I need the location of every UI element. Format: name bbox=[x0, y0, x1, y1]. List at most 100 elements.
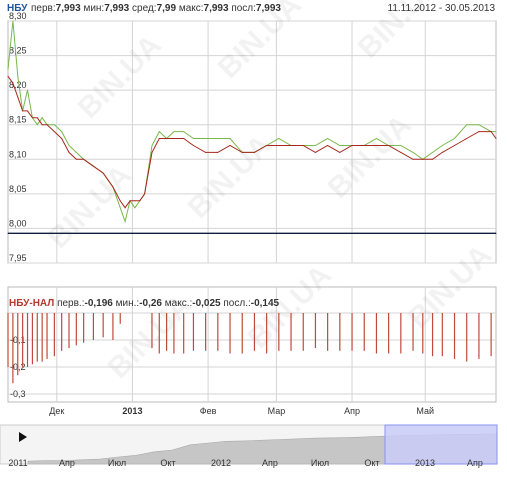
series-point-2 bbox=[229, 145, 231, 146]
series-point-2 bbox=[351, 145, 353, 146]
main-y-tick-label: 8,20 bbox=[9, 80, 27, 90]
series-point-2 bbox=[36, 117, 38, 119]
series-point-1 bbox=[36, 124, 38, 126]
series-point-2 bbox=[266, 145, 268, 146]
play-icon[interactable] bbox=[19, 432, 27, 442]
series-point-2 bbox=[441, 151, 443, 153]
series-point-2 bbox=[388, 145, 390, 146]
navigator-selection[interactable] bbox=[384, 424, 498, 465]
diff-plot-frame bbox=[7, 286, 497, 403]
sub-series-symbol: НБУ-НАЛ bbox=[9, 298, 55, 309]
series-point-2 bbox=[327, 145, 329, 146]
navigator-label: 2011 bbox=[8, 458, 27, 468]
series-point-2 bbox=[466, 138, 468, 139]
series-point-2 bbox=[205, 151, 207, 153]
series-point-2 bbox=[151, 151, 153, 153]
navigator-label: Окт bbox=[160, 458, 175, 468]
series-point-1 bbox=[327, 138, 329, 139]
series-point-2 bbox=[75, 158, 77, 160]
series-symbol: НБУ bbox=[7, 3, 28, 14]
series-point-1 bbox=[432, 151, 434, 153]
series-point-2 bbox=[314, 151, 316, 153]
navigator-label: Июл bbox=[108, 458, 126, 468]
series-point-1 bbox=[12, 20, 14, 22]
navigator-label: Апр bbox=[59, 458, 75, 468]
series-point-2 bbox=[478, 131, 480, 133]
series-point-2 bbox=[183, 138, 185, 139]
series-point-1 bbox=[229, 138, 231, 139]
series-point-2 bbox=[27, 110, 28, 112]
main-plot-frame bbox=[7, 20, 497, 264]
series-point-2 bbox=[192, 145, 194, 146]
series-point-2 bbox=[144, 193, 146, 195]
x-tick-label: Май bbox=[416, 406, 434, 416]
series-point-2 bbox=[119, 200, 121, 202]
series-point-2 bbox=[139, 200, 141, 202]
series-point-2 bbox=[302, 145, 304, 146]
series-point-2 bbox=[375, 145, 377, 146]
main-y-tick-label: 7,95 bbox=[9, 253, 27, 263]
series-point-1 bbox=[339, 145, 341, 146]
series-point-1 bbox=[192, 138, 194, 139]
series-point-1 bbox=[7, 68, 9, 70]
series-point-2 bbox=[158, 138, 160, 139]
series-point-2 bbox=[7, 75, 9, 77]
series-point-2 bbox=[339, 151, 341, 153]
series-point-1 bbox=[119, 207, 121, 209]
x-tick-label: Дек bbox=[49, 406, 64, 416]
series-point-2 bbox=[17, 96, 19, 98]
series-point-2 bbox=[83, 158, 85, 160]
series-point-1 bbox=[478, 124, 480, 126]
series-point-1 bbox=[124, 221, 126, 222]
series-point-2 bbox=[253, 151, 255, 153]
series-point-2 bbox=[241, 151, 243, 153]
main-y-tick-label: 8,00 bbox=[9, 218, 27, 228]
x-tick-label: 2013 bbox=[122, 406, 142, 416]
series-point-1 bbox=[441, 145, 443, 146]
series-point-1 bbox=[412, 151, 414, 153]
series-point-2 bbox=[112, 186, 114, 188]
series-point-0 bbox=[495, 232, 497, 234]
series-point-2 bbox=[432, 158, 434, 160]
series-point-1 bbox=[466, 124, 468, 126]
navigator-label: 2012 bbox=[211, 458, 231, 468]
series-point-1 bbox=[41, 117, 43, 119]
series-point-2 bbox=[41, 124, 43, 126]
series-point-2 bbox=[363, 145, 365, 146]
x-tick-label: Фев bbox=[200, 406, 217, 416]
series-point-1 bbox=[375, 138, 377, 139]
series-point-1 bbox=[183, 131, 185, 133]
main-y-tick-label: 8,05 bbox=[9, 184, 27, 194]
series-point-1 bbox=[278, 138, 280, 139]
series-point-2 bbox=[173, 138, 175, 139]
series-point-2 bbox=[102, 172, 104, 174]
series-point-1 bbox=[400, 145, 402, 146]
series-point-2 bbox=[495, 138, 497, 139]
series-point-2 bbox=[490, 131, 492, 133]
x-tick-label: Апр bbox=[344, 406, 360, 416]
series-point-1 bbox=[68, 145, 70, 146]
series-point-1 bbox=[134, 207, 136, 209]
series-point-2 bbox=[12, 82, 14, 84]
series-point-1 bbox=[17, 75, 19, 77]
series-point-2 bbox=[46, 124, 48, 126]
main-header: НБУ перв:7,993 мин:7,993 сред:7,99 макс:… bbox=[0, 0, 507, 18]
sub-header: НБУ-НАЛ перв.:-0,196 мин.:-0,26 макс.:-0… bbox=[9, 298, 280, 309]
navigator-label: Апр bbox=[262, 458, 278, 468]
series-point-2 bbox=[278, 145, 280, 146]
series-point-2 bbox=[61, 138, 63, 139]
navigator-label: Июл bbox=[311, 458, 329, 468]
series-stats: перв:7,993 мин:7,993 сред:7,99 макс:7,99… bbox=[31, 3, 281, 14]
series-point-1 bbox=[75, 151, 77, 153]
series-point-2 bbox=[412, 158, 414, 160]
x-tick-label: Мар bbox=[268, 406, 286, 416]
series-point-2 bbox=[68, 151, 70, 153]
series-point-2 bbox=[129, 200, 131, 202]
series-point-2 bbox=[454, 145, 455, 146]
main-y-tick-label: 8,10 bbox=[9, 149, 27, 159]
series-point-2 bbox=[134, 200, 136, 202]
series-point-1 bbox=[27, 89, 28, 91]
series-point-2 bbox=[22, 110, 24, 112]
